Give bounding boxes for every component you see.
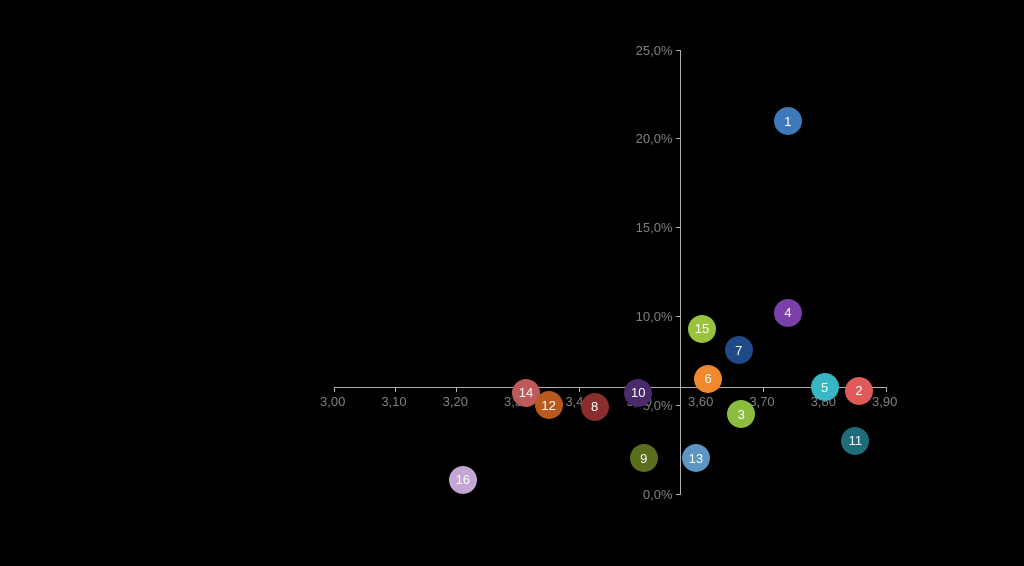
- data-point-label: 9: [640, 451, 647, 466]
- data-point-label: 13: [689, 451, 703, 466]
- x-tick-mark: [334, 387, 335, 392]
- x-tick-label: 3,60: [688, 394, 713, 409]
- data-point: 12: [535, 391, 563, 419]
- x-tick-label: 3,00: [320, 394, 345, 409]
- x-tick-label: 3,90: [872, 394, 897, 409]
- y-tick-mark: [676, 138, 681, 139]
- data-point: 13: [682, 444, 710, 472]
- data-point-label: 11: [849, 433, 863, 448]
- data-point: 2: [845, 377, 873, 405]
- x-tick-mark: [456, 387, 457, 392]
- data-point: 5: [811, 373, 839, 401]
- data-point: 15: [688, 315, 716, 343]
- data-point-label: 4: [784, 305, 791, 320]
- y-tick-mark: [676, 494, 681, 495]
- data-point: 4: [774, 299, 802, 327]
- y-tick-mark: [676, 227, 681, 228]
- data-point: 9: [630, 444, 658, 472]
- y-tick-label: 10,0%: [636, 309, 673, 324]
- data-point-label: 1: [784, 114, 791, 129]
- x-tick-mark: [763, 387, 764, 392]
- y-tick-mark: [676, 50, 681, 51]
- data-point-label: 7: [735, 343, 742, 358]
- data-point-label: 5: [821, 380, 828, 395]
- x-axis-line: [334, 387, 886, 388]
- data-point: 11: [841, 427, 869, 455]
- x-tick-label: 3,20: [443, 394, 468, 409]
- data-point: 6: [694, 365, 722, 393]
- data-point-label: 16: [456, 472, 470, 487]
- x-tick-mark: [395, 387, 396, 392]
- data-point: 16: [449, 466, 477, 494]
- data-point-label: 14: [519, 385, 533, 400]
- y-axis-line: [680, 50, 681, 494]
- data-point: 1: [774, 107, 802, 135]
- data-point-label: 6: [705, 371, 712, 386]
- scatter-chart: 0,0%5,0%10,0%15,0%20,0%25,0%3,003,103,20…: [0, 0, 1024, 566]
- x-tick-label: 3,10: [381, 394, 406, 409]
- y-tick-label: 0,0%: [643, 487, 673, 502]
- data-point-label: 10: [631, 385, 645, 400]
- data-point-label: 8: [591, 399, 598, 414]
- y-tick-label: 25,0%: [636, 43, 673, 58]
- data-point: 7: [725, 336, 753, 364]
- y-tick-label: 15,0%: [636, 220, 673, 235]
- y-tick-mark: [676, 405, 681, 406]
- data-point-label: 3: [738, 407, 745, 422]
- y-tick-mark: [676, 316, 681, 317]
- data-point-label: 15: [695, 321, 709, 336]
- x-tick-mark: [579, 387, 580, 392]
- data-point-label: 12: [541, 398, 555, 413]
- y-tick-label: 20,0%: [636, 131, 673, 146]
- x-tick-mark: [886, 387, 887, 392]
- data-point: 3: [727, 400, 755, 428]
- data-point-label: 2: [855, 383, 862, 398]
- data-point: 10: [624, 379, 652, 407]
- data-point: 8: [581, 393, 609, 421]
